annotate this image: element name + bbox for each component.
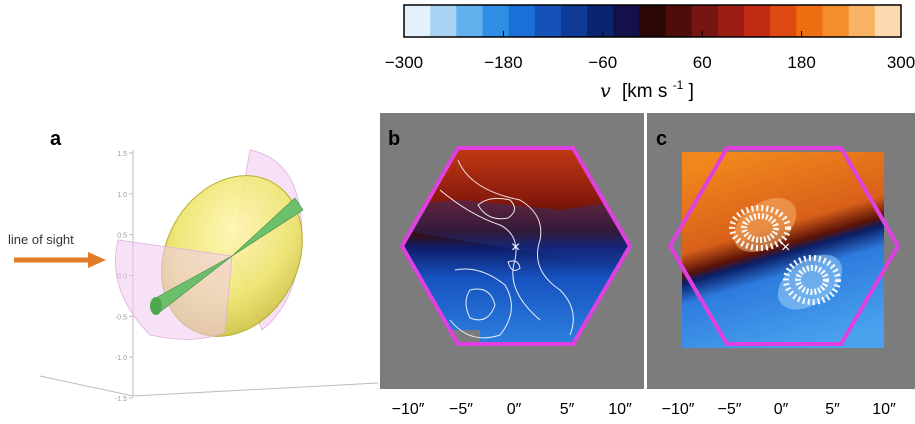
x-tick-label: −5″ [718,401,742,418]
z-axis-tick-label: 1.0 [117,192,127,199]
jet-lower-cap [150,297,162,315]
panel-a-letter: a [50,128,62,150]
panel-c-xticks: −10″ −5″ 0″ 5″ 10″ [662,401,896,418]
x-axis [39,375,134,397]
colorbar-swatch [691,5,719,37]
z-axis-tick-label: 0.5 [117,233,127,240]
colorbar-tick-label: 180 [787,53,815,72]
colorbar-tick-label: −60 [588,53,617,72]
colorbar-label: v [km s -1 ] [600,73,694,102]
colorbar-ticks: −300 −180 −60 60 180 300 [385,31,915,72]
colorbar-frame [403,4,902,38]
x-tick-label: 5″ [825,401,840,418]
colorbar-tick-label: 300 [887,53,915,72]
panel-c-observed-clouds [729,205,841,305]
panel-b: × b −10″ −5″ 0″ 5″ 10″ [380,113,644,418]
colorbar-swatch [848,5,876,37]
colorbar-swatch [534,5,562,37]
colorbar-tick-label: −180 [484,53,522,72]
colorbar-swatch [482,5,510,37]
colorbar-swatch [796,5,824,37]
y-axis [132,382,379,397]
line-of-sight-arrow [14,252,106,268]
x-tick-label: 0″ [774,401,789,418]
panel-c-nucleus-marker: × [781,239,790,256]
colorbar-swatch [744,5,771,37]
line-of-sight-label: line of sight [8,232,74,247]
z-axis-tick-label: -1.5 [115,396,127,403]
colorbar-swatch [430,5,457,37]
colorbar-swatch [456,5,483,37]
colorbar-swatch [822,5,850,37]
panel-c-model-map [682,152,884,348]
jet-upper [231,197,304,257]
x-tick-label: −10″ [662,401,695,418]
x-tick-label: 5″ [560,401,575,418]
colorbar-swatches [404,5,902,37]
colorbar: −300 −180 −60 60 180 300 v [km s -1 ] [385,4,915,102]
panel-b-hexagon [399,146,633,346]
colorbar-tick-label: 60 [693,53,712,72]
x-tick-label: 0″ [507,401,522,418]
z-axis-tick-label: -1.0 [115,355,127,362]
x-tick-label: 10″ [608,401,632,418]
z-axis-tick-label: 1.5 [117,151,127,158]
colorbar-swatch [874,5,902,37]
colorbar-swatch [560,5,588,37]
x-tick-label: −5″ [449,401,473,418]
z-axis-tick-label: -0.5 [115,314,127,321]
colorbar-swatch [717,5,745,37]
panel-b-contours [439,159,574,339]
panel-c-letter: c [656,128,667,150]
panel-c-hexagon [667,146,901,346]
colorbar-swatch [508,5,536,37]
colorbar-swatch [770,5,797,37]
panel-b-xticks: −10″ −5″ 0″ 5″ 10″ [392,401,632,418]
colorbar-tick-label: −300 [385,53,423,72]
panel-b-letter: b [388,128,400,150]
x-tick-label: −10″ [392,401,425,418]
panel-c: × c −10″ −5″ 0″ 5″ 10″ [647,113,915,418]
colorbar-swatch [639,5,667,37]
colorbar-swatch [613,5,640,37]
colorbar-swatch [404,5,431,37]
panel-a: a 1.51.00.50.0-0.5-1.0-1.5 line of sight [8,128,379,403]
panel-b-nucleus-marker: × [511,239,520,256]
colorbar-swatch [587,5,614,37]
x-tick-label: 10″ [872,401,896,418]
colorbar-swatch [665,5,693,37]
